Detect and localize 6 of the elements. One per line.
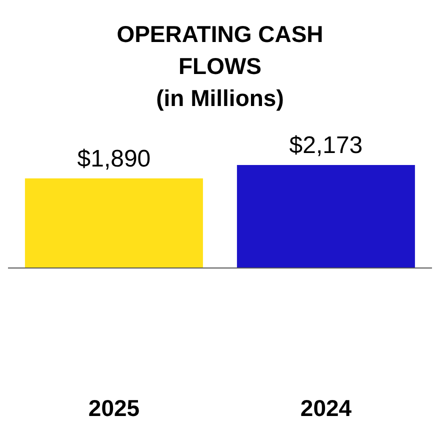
- data-label: $2,173: [289, 132, 363, 159]
- x-tick-label: 2024: [300, 395, 352, 421]
- chart-subtitle: (in Millions): [155, 84, 285, 113]
- x-tick-label: 2025: [88, 395, 140, 421]
- data-label: $1,890: [77, 145, 151, 172]
- chart-title: OPERATING CASH FLOWS: [116, 20, 324, 81]
